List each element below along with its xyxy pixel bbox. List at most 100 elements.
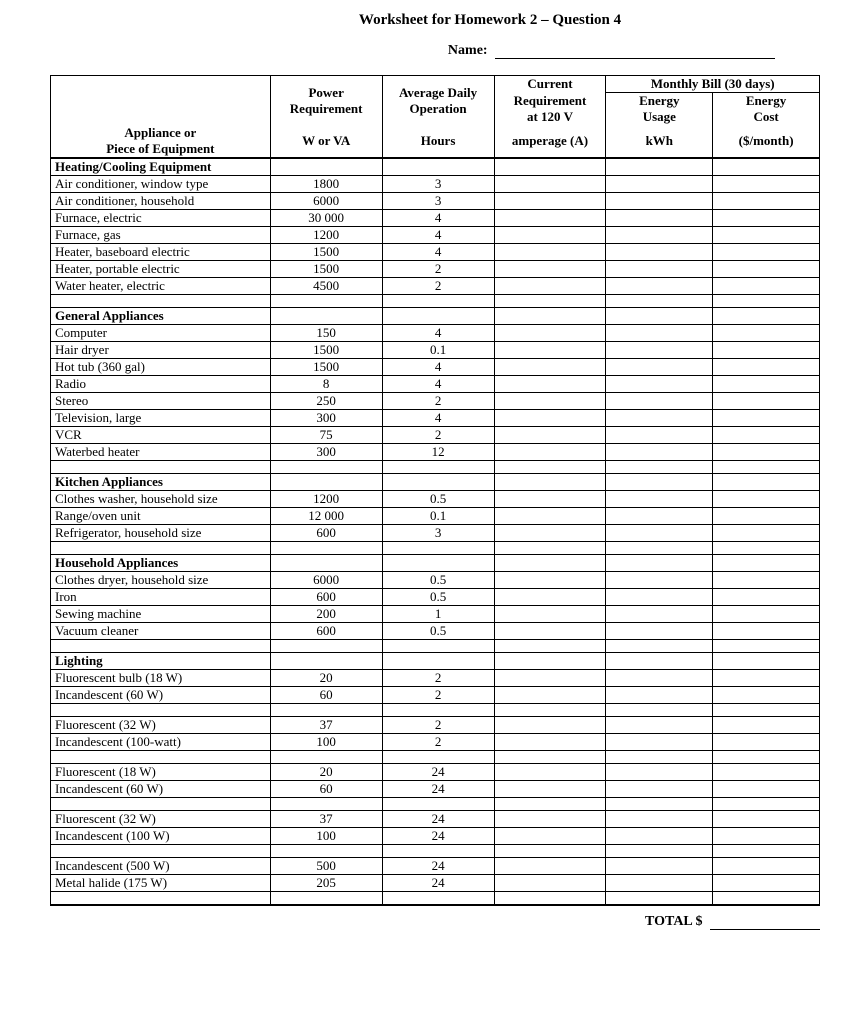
blank-cell[interactable] — [606, 444, 713, 461]
blank-cell[interactable] — [713, 811, 820, 828]
blank-cell[interactable] — [494, 158, 606, 176]
blank-cell[interactable] — [713, 227, 820, 244]
blank-cell[interactable] — [606, 410, 713, 427]
blank-cell[interactable] — [713, 734, 820, 751]
blank-cell[interactable] — [494, 525, 606, 542]
blank-cell[interactable] — [494, 474, 606, 491]
blank-cell[interactable] — [606, 244, 713, 261]
blank-cell[interactable] — [494, 781, 606, 798]
blank-cell[interactable] — [713, 572, 820, 589]
name-blank-line[interactable] — [495, 58, 775, 59]
blank-cell[interactable] — [494, 491, 606, 508]
blank-cell[interactable] — [606, 811, 713, 828]
blank-cell[interactable] — [494, 393, 606, 410]
blank-cell[interactable] — [494, 687, 606, 704]
blank-cell[interactable] — [713, 875, 820, 892]
blank-cell[interactable] — [494, 176, 606, 193]
blank-cell[interactable] — [606, 261, 713, 278]
blank-cell[interactable] — [606, 193, 713, 210]
blank-cell[interactable] — [713, 670, 820, 687]
blank-cell[interactable] — [713, 764, 820, 781]
blank-cell[interactable] — [494, 325, 606, 342]
blank-cell[interactable] — [494, 227, 606, 244]
blank-cell[interactable] — [494, 376, 606, 393]
blank-cell[interactable] — [606, 359, 713, 376]
blank-cell[interactable] — [606, 734, 713, 751]
blank-cell[interactable] — [606, 828, 713, 845]
blank-cell[interactable] — [270, 474, 382, 491]
blank-cell[interactable] — [713, 555, 820, 572]
blank-cell[interactable] — [494, 508, 606, 525]
blank-cell[interactable] — [606, 376, 713, 393]
blank-cell[interactable] — [270, 308, 382, 325]
blank-cell[interactable] — [494, 210, 606, 227]
blank-cell[interactable] — [713, 444, 820, 461]
blank-cell[interactable] — [606, 572, 713, 589]
blank-cell[interactable] — [494, 410, 606, 427]
blank-cell[interactable] — [606, 491, 713, 508]
blank-cell[interactable] — [494, 308, 606, 325]
blank-cell[interactable] — [713, 491, 820, 508]
blank-cell[interactable] — [494, 278, 606, 295]
blank-cell[interactable] — [494, 244, 606, 261]
blank-cell[interactable] — [494, 342, 606, 359]
blank-cell[interactable] — [606, 342, 713, 359]
blank-cell[interactable] — [606, 781, 713, 798]
blank-cell[interactable] — [606, 589, 713, 606]
blank-cell[interactable] — [606, 325, 713, 342]
blank-cell[interactable] — [713, 525, 820, 542]
blank-cell[interactable] — [606, 606, 713, 623]
blank-cell[interactable] — [713, 653, 820, 670]
blank-cell[interactable] — [713, 342, 820, 359]
blank-cell[interactable] — [494, 606, 606, 623]
blank-cell[interactable] — [494, 555, 606, 572]
blank-cell[interactable] — [713, 376, 820, 393]
blank-cell[interactable] — [713, 193, 820, 210]
blank-cell[interactable] — [713, 606, 820, 623]
blank-cell[interactable] — [382, 653, 494, 670]
blank-cell[interactable] — [713, 410, 820, 427]
blank-cell[interactable] — [494, 764, 606, 781]
blank-cell[interactable] — [382, 308, 494, 325]
blank-cell[interactable] — [494, 444, 606, 461]
blank-cell[interactable] — [606, 555, 713, 572]
blank-cell[interactable] — [494, 572, 606, 589]
blank-cell[interactable] — [713, 158, 820, 176]
blank-cell[interactable] — [606, 687, 713, 704]
blank-cell[interactable] — [606, 227, 713, 244]
blank-cell[interactable] — [494, 653, 606, 670]
blank-cell[interactable] — [270, 158, 382, 176]
blank-cell[interactable] — [713, 393, 820, 410]
blank-cell[interactable] — [713, 308, 820, 325]
blank-cell[interactable] — [713, 623, 820, 640]
blank-cell[interactable] — [606, 670, 713, 687]
blank-cell[interactable] — [713, 828, 820, 845]
blank-cell[interactable] — [494, 828, 606, 845]
blank-cell[interactable] — [606, 427, 713, 444]
blank-cell[interactable] — [494, 717, 606, 734]
blank-cell[interactable] — [270, 653, 382, 670]
blank-cell[interactable] — [494, 261, 606, 278]
blank-cell[interactable] — [713, 261, 820, 278]
blank-cell[interactable] — [606, 623, 713, 640]
blank-cell[interactable] — [713, 858, 820, 875]
blank-cell[interactable] — [606, 393, 713, 410]
blank-cell[interactable] — [713, 781, 820, 798]
total-blank-line[interactable] — [710, 929, 820, 930]
blank-cell[interactable] — [606, 525, 713, 542]
blank-cell[interactable] — [713, 717, 820, 734]
blank-cell[interactable] — [713, 359, 820, 376]
blank-cell[interactable] — [494, 359, 606, 376]
blank-cell[interactable] — [606, 474, 713, 491]
blank-cell[interactable] — [713, 244, 820, 261]
blank-cell[interactable] — [494, 858, 606, 875]
blank-cell[interactable] — [382, 555, 494, 572]
blank-cell[interactable] — [494, 875, 606, 892]
blank-cell[interactable] — [270, 555, 382, 572]
blank-cell[interactable] — [713, 278, 820, 295]
blank-cell[interactable] — [494, 193, 606, 210]
blank-cell[interactable] — [494, 734, 606, 751]
blank-cell[interactable] — [606, 508, 713, 525]
blank-cell[interactable] — [713, 589, 820, 606]
blank-cell[interactable] — [606, 308, 713, 325]
